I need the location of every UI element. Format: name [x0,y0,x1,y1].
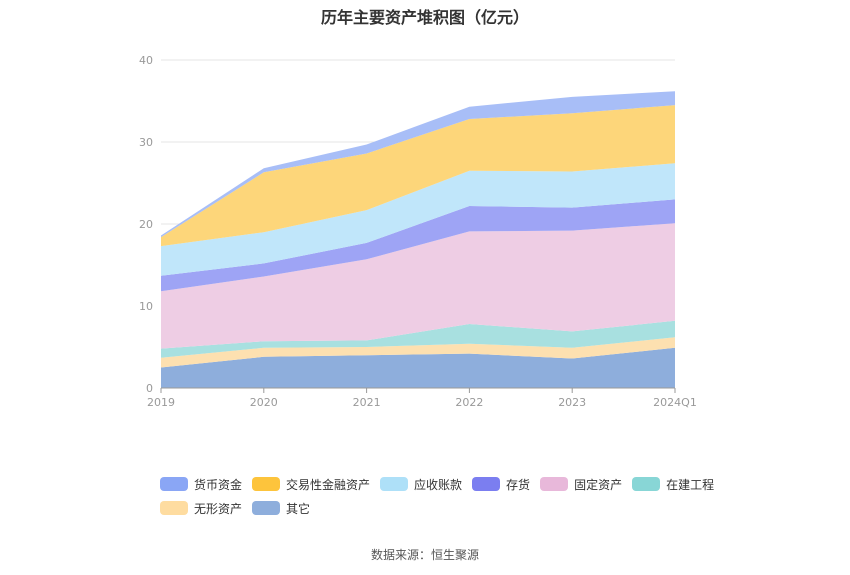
legend-label: 交易性金融资产 [286,477,371,492]
legend-swatch [380,477,409,491]
legend-swatch [252,501,281,515]
x-tick-label: 2022 [455,396,483,409]
area-series-交易性金融资产 [161,105,675,247]
legend-label: 存货 [506,477,531,492]
legend-item-receivables[interactable]: 应收账款 [380,476,462,493]
legend-swatch [252,477,281,491]
legend-swatch [472,477,501,491]
legend-item-fixed-assets[interactable]: 固定资产 [540,476,622,493]
y-tick-label: 40 [139,54,153,67]
y-tick-label: 30 [139,136,153,149]
source-note: 数据来源：恒生聚源 [370,548,479,562]
area-series [161,91,675,388]
legend-swatch [540,477,569,491]
x-tick-label: 2019 [147,396,175,409]
legend-label: 应收账款 [414,477,463,492]
area-series-无形资产 [161,337,675,368]
legend-item-intangible[interactable]: 无形资产 [160,500,242,517]
area-series-货币资金 [161,91,675,238]
x-tick-label: 2020 [250,396,278,409]
area-series-应收账款 [161,163,675,276]
legend-label: 其它 [286,501,311,516]
x-tick-label: 2024Q1 [653,396,697,409]
axes: 0 10 20 30 40 2019 2020 2021 2022 2023 2024Q1 [139,54,697,409]
legend-item-cash[interactable]: 货币资金 [160,476,242,493]
x-tick-label: 2021 [353,396,381,409]
legend-swatch [160,477,188,491]
y-tick-label: 10 [139,300,153,313]
y-tick-label: 0 [146,382,153,395]
legend-label: 固定资产 [574,477,623,492]
y-tick-label: 20 [139,218,153,231]
legend-label: 在建工程 [666,477,715,492]
legend-item-construction[interactable]: 在建工程 [632,476,714,493]
chart-title: 历年主要资产堆积图（亿元） [320,8,529,27]
legend-swatch [632,477,661,491]
legend-label: 无形资产 [194,501,243,516]
legend-item-inventory[interactable]: 存货 [472,476,530,493]
legend-row-1: 货币资金 交易性金融资产 应收账款 存货 固定资产 在建工程 [160,472,720,496]
legend-item-trading-assets[interactable]: 交易性金融资产 [252,476,370,493]
legend-row-2: 无形资产 其它 [160,496,720,520]
legend-item-other[interactable]: 其它 [252,500,310,517]
area-series-在建工程 [161,320,675,358]
legend: 货币资金 交易性金融资产 应收账款 存货 固定资产 在建工程 无形资产 [160,472,720,520]
area-series-固定资产 [161,223,675,349]
stacked-area-chart: 0 10 20 30 40 2019 2020 2021 2022 2023 2024Q1 [139,54,697,409]
area-series-其它 [161,347,675,388]
legend-swatch [160,501,188,515]
area-series-存货 [161,199,675,292]
legend-label: 货币资金 [194,477,243,492]
x-tick-label: 2023 [558,396,586,409]
